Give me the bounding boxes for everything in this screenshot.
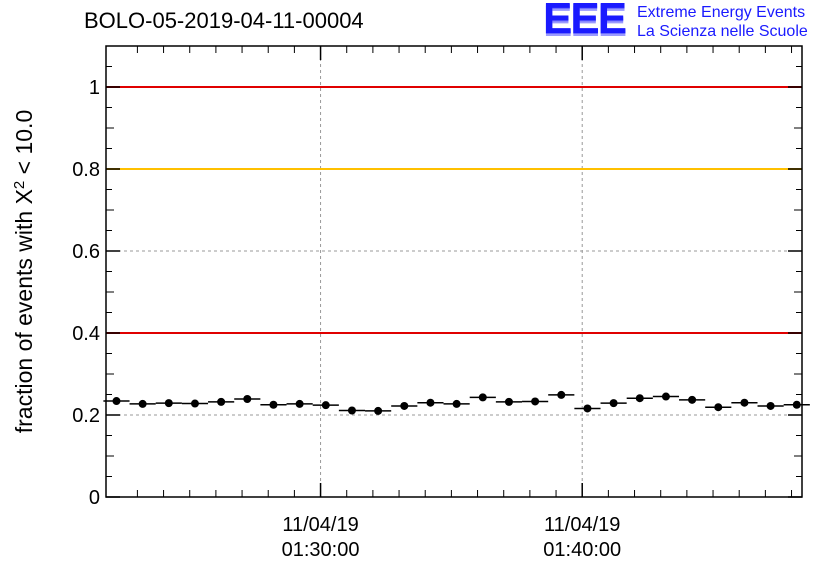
data-point-marker [217,397,226,406]
data-point [679,395,706,404]
x-tick-label-time: 01:40:00 [543,539,621,561]
data-point [312,401,339,410]
axis-ticks [106,46,802,498]
data-point-marker [714,403,723,412]
data-point-marker [138,399,147,408]
data-point [208,397,235,406]
data-point-marker [766,401,775,410]
data-point-marker [164,399,173,408]
data-point-marker [504,397,513,406]
data-point [652,392,680,401]
data-point-marker [635,394,644,403]
data-point-marker [452,399,461,408]
data-point [443,399,470,408]
reference-lines [106,86,802,334]
eee-logo-mark: EEE [543,0,627,43]
data-point-marker [478,393,487,402]
data-point-marker [740,398,749,407]
tick-labels: 0 0.2 0.4 0.6 0.8 1 11/04/19 01:30:00 11/04/19 01… [72,77,621,561]
data-point [574,404,601,413]
data-point [417,398,444,407]
data-point [181,399,209,408]
data-point [522,397,549,406]
data-point [626,394,653,403]
data-point [705,403,732,412]
x-tick-label-time: 01:30:00 [282,539,360,561]
data-point [469,393,496,402]
chart-title: BOLO-05-2019-04-11-00004 [84,8,364,33]
data-point [391,401,418,410]
data-point-marker [688,395,697,404]
data-point-marker [295,399,304,408]
data-point-marker [190,399,199,408]
eee-logo: EEE Extreme Energy Events La Scienza nel… [543,0,835,46]
data-point-marker [531,397,540,406]
data-point [155,399,182,408]
data-point-marker [583,404,592,413]
data-point [338,406,366,415]
data-point-marker [557,390,566,399]
data-point-marker [321,401,330,410]
y-tick-label: 0.8 [72,159,100,181]
data-point [129,399,156,408]
x-tick-label-date: 11/04/19 [282,514,358,536]
data-points [103,390,810,415]
x-tick-label-date: 11/04/19 [544,514,620,536]
data-point [600,399,627,408]
data-point-marker [609,399,618,408]
data-point [365,406,392,415]
y-tick-label: 1 [89,77,100,99]
data-point-marker [269,400,278,409]
data-point [731,398,758,407]
data-point [234,395,261,404]
data-point [286,399,313,408]
data-point [103,397,130,406]
data-point-marker [661,392,670,401]
data-point [757,401,784,410]
data-point-marker [347,406,356,415]
data-point [783,400,810,409]
y-tick-label: 0.4 [72,323,100,345]
y-axis-label: fraction of events with X2 < 10.0 [11,110,38,434]
data-point-marker [400,401,409,410]
y-tick-label: 0.6 [72,241,100,263]
logo-text-line2: La Scienza nelle Scuole [637,23,808,40]
grid-layer [106,46,802,497]
data-point-marker [243,395,252,404]
data-point-marker [374,406,383,415]
plot-frame [105,45,803,498]
y-tick-label: 0 [89,487,100,509]
logo-text-line1: Extreme Energy Events [637,4,806,21]
data-point-marker [792,400,801,409]
data-point-marker [112,397,121,406]
data-point-marker [426,398,435,407]
y-tick-label: 0.2 [72,405,100,427]
data-point [548,390,575,399]
data-point [260,400,287,409]
data-point [495,397,523,406]
